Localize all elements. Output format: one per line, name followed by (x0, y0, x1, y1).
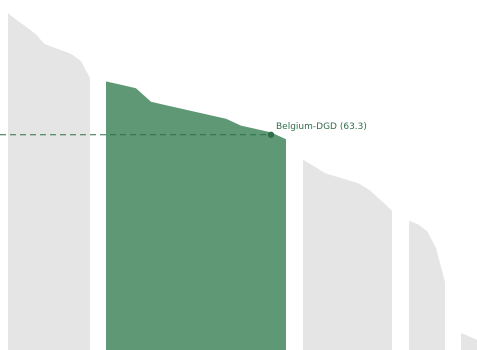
background-area (461, 333, 477, 350)
reference-point (267, 131, 275, 138)
background-area (409, 220, 445, 350)
highlight-area (106, 81, 286, 350)
reference-label: Belgium-DGD (63.3) (276, 122, 367, 132)
background-area (303, 159, 392, 350)
area-groups (8, 13, 477, 350)
background-area (8, 13, 90, 350)
reference-line-group (0, 131, 275, 138)
